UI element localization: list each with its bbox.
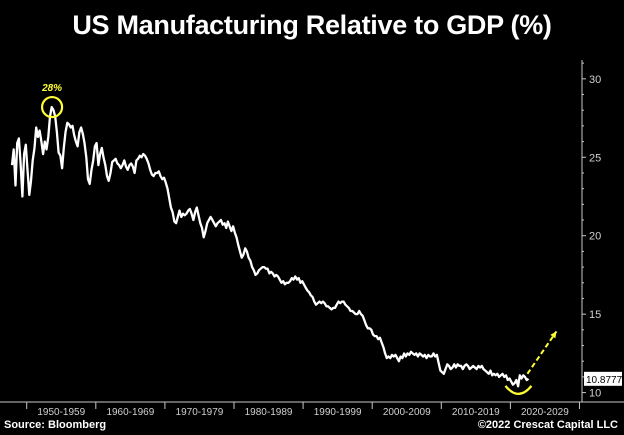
line-layer — [10, 105, 530, 388]
y-tick-label: 10 — [589, 388, 601, 400]
x-tick-label: 2020-2029 — [521, 407, 569, 418]
source-label: Source: Bloomberg — [4, 419, 107, 431]
x-tick-label: 1950-1959 — [37, 407, 85, 418]
peak-circle — [40, 95, 64, 119]
axis-layer: 10 15 20 25 30 1950-1959 1960-1969 1970-1979 198… — [0, 60, 624, 418]
y-tick-label: 15 — [589, 309, 601, 321]
last-value-box — [584, 371, 622, 386]
y-tick-label: 25 — [589, 152, 601, 164]
copyright-label: ©2022 Crescat Capital LLC — [477, 419, 618, 431]
trend-arrow-line — [526, 330, 558, 375]
series-line — [10, 105, 530, 388]
trend-arrow-head — [550, 331, 557, 339]
x-tick-label: 1970-1979 — [176, 407, 224, 418]
x-tick-label: 1960-1969 — [106, 407, 154, 418]
x-tick-label: 1990-1999 — [314, 407, 362, 418]
y-tick-label: 20 — [589, 231, 601, 243]
annotation-layer: 28% — [40, 83, 558, 395]
peak-label: 28% — [41, 83, 62, 94]
trough-arc — [504, 385, 533, 395]
chart-title: US Manufacturing Relative to GDP (%) — [72, 10, 552, 40]
last-value-label: 10.8777 — [586, 375, 623, 386]
x-tick-label: 1980-1989 — [245, 407, 293, 418]
x-tick-label: 2010-2019 — [452, 407, 500, 418]
y-tick-label: 30 — [589, 74, 601, 86]
x-tick-label: 2000-2009 — [383, 407, 431, 418]
